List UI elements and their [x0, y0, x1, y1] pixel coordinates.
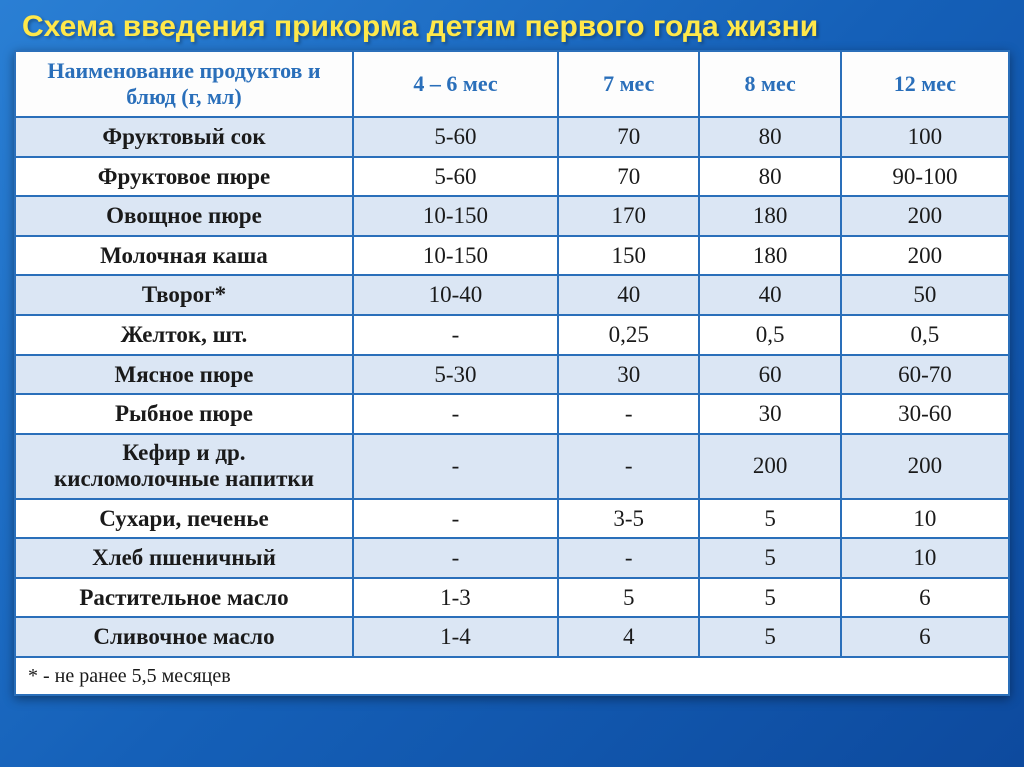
- row-name: Молочная каша: [15, 236, 353, 276]
- table-row: Сливочное масло1-4456: [15, 617, 1009, 657]
- cell-value: -: [353, 394, 558, 434]
- cell-value: 5-60: [353, 117, 558, 157]
- row-name: Сливочное масло: [15, 617, 353, 657]
- cell-value: 30-60: [841, 394, 1009, 434]
- footnote-row: * - не ранее 5,5 месяцев: [15, 657, 1009, 695]
- cell-value: 5: [699, 499, 840, 539]
- table-row: Мясное пюре5-30306060-70: [15, 355, 1009, 395]
- cell-value: 5-30: [353, 355, 558, 395]
- row-name: Сухари, печенье: [15, 499, 353, 539]
- cell-value: 60: [699, 355, 840, 395]
- cell-value: 5: [699, 538, 840, 578]
- cell-value: 10: [841, 538, 1009, 578]
- cell-value: -: [558, 394, 699, 434]
- feeding-table: Наименование продуктов и блюд (г, мл) 4 …: [14, 50, 1010, 696]
- col-header-4-6: 4 – 6 мес: [353, 51, 558, 117]
- table-row: Молочная каша10-150150180200: [15, 236, 1009, 276]
- table-row: Растительное масло1-3556: [15, 578, 1009, 618]
- col-header-name: Наименование продуктов и блюд (г, мл): [15, 51, 353, 117]
- cell-value: 6: [841, 617, 1009, 657]
- cell-value: 4: [558, 617, 699, 657]
- cell-value: 200: [841, 196, 1009, 236]
- row-name: Хлеб пшеничный: [15, 538, 353, 578]
- cell-value: 0,5: [699, 315, 840, 355]
- cell-value: 6: [841, 578, 1009, 618]
- table-row: Желток, шт.-0,250,50,5: [15, 315, 1009, 355]
- cell-value: -: [353, 315, 558, 355]
- slide-title: Схема введения прикорма детям первого го…: [14, 10, 1010, 44]
- cell-value: 3-5: [558, 499, 699, 539]
- cell-value: -: [353, 538, 558, 578]
- cell-value: 10-40: [353, 275, 558, 315]
- slide-container: Схема введения прикорма детям первого го…: [0, 0, 1024, 704]
- row-name: Овощное пюре: [15, 196, 353, 236]
- cell-value: 70: [558, 157, 699, 197]
- table-row: Рыбное пюре--3030-60: [15, 394, 1009, 434]
- cell-value: 70: [558, 117, 699, 157]
- cell-value: 200: [841, 434, 1009, 499]
- cell-value: 50: [841, 275, 1009, 315]
- cell-value: 30: [558, 355, 699, 395]
- cell-value: 200: [699, 434, 840, 499]
- cell-value: 10-150: [353, 196, 558, 236]
- row-name: Мясное пюре: [15, 355, 353, 395]
- row-name: Творог*: [15, 275, 353, 315]
- cell-value: -: [558, 434, 699, 499]
- table-body: Фруктовый сок5-607080100Фруктовое пюре5-…: [15, 117, 1009, 695]
- cell-value: 5: [699, 578, 840, 618]
- table-row: Сухари, печенье-3-5510: [15, 499, 1009, 539]
- row-name: Фруктовое пюре: [15, 157, 353, 197]
- cell-value: 5: [558, 578, 699, 618]
- cell-value: -: [353, 434, 558, 499]
- cell-value: 10: [841, 499, 1009, 539]
- row-name: Рыбное пюре: [15, 394, 353, 434]
- cell-value: 170: [558, 196, 699, 236]
- cell-value: 40: [558, 275, 699, 315]
- cell-value: 80: [699, 157, 840, 197]
- cell-value: 100: [841, 117, 1009, 157]
- cell-value: 10-150: [353, 236, 558, 276]
- table-row: Овощное пюре10-150170180200: [15, 196, 1009, 236]
- table-row: Фруктовое пюре5-60708090-100: [15, 157, 1009, 197]
- cell-value: 5-60: [353, 157, 558, 197]
- cell-value: 40: [699, 275, 840, 315]
- footnote-text: * - не ранее 5,5 месяцев: [15, 657, 1009, 695]
- table-row: Хлеб пшеничный--510: [15, 538, 1009, 578]
- cell-value: 180: [699, 236, 840, 276]
- cell-value: 150: [558, 236, 699, 276]
- cell-value: 30: [699, 394, 840, 434]
- cell-value: 1-4: [353, 617, 558, 657]
- col-header-8: 8 мес: [699, 51, 840, 117]
- cell-value: 5: [699, 617, 840, 657]
- table-header: Наименование продуктов и блюд (г, мл) 4 …: [15, 51, 1009, 117]
- cell-value: -: [558, 538, 699, 578]
- cell-value: 1-3: [353, 578, 558, 618]
- cell-value: 200: [841, 236, 1009, 276]
- table-row: Творог*10-40404050: [15, 275, 1009, 315]
- cell-value: 0,5: [841, 315, 1009, 355]
- cell-value: 80: [699, 117, 840, 157]
- cell-value: 60-70: [841, 355, 1009, 395]
- row-name: Кефир и др.кисломолочные напитки: [15, 434, 353, 499]
- row-name: Фруктовый сок: [15, 117, 353, 157]
- row-name: Растительное масло: [15, 578, 353, 618]
- col-header-7: 7 мес: [558, 51, 699, 117]
- cell-value: 90-100: [841, 157, 1009, 197]
- row-name: Желток, шт.: [15, 315, 353, 355]
- cell-value: 180: [699, 196, 840, 236]
- cell-value: 0,25: [558, 315, 699, 355]
- table-row: Кефир и др.кисломолочные напитки--200200: [15, 434, 1009, 499]
- table-row: Фруктовый сок5-607080100: [15, 117, 1009, 157]
- col-header-12: 12 мес: [841, 51, 1009, 117]
- cell-value: -: [353, 499, 558, 539]
